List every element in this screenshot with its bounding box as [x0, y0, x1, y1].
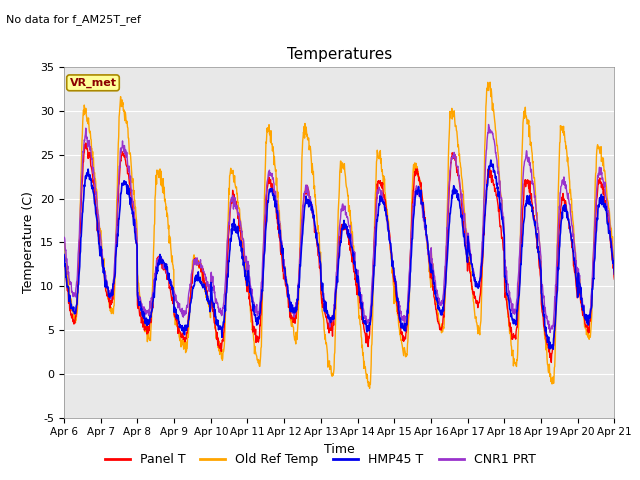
X-axis label: Time: Time	[324, 443, 355, 456]
Text: VR_met: VR_met	[70, 78, 116, 88]
Legend: Panel T, Old Ref Temp, HMP45 T, CNR1 PRT: Panel T, Old Ref Temp, HMP45 T, CNR1 PRT	[99, 448, 541, 471]
Y-axis label: Temperature (C): Temperature (C)	[22, 192, 35, 293]
Title: Temperatures: Temperatures	[287, 47, 392, 62]
Text: No data for f_AM25T_ref: No data for f_AM25T_ref	[6, 14, 141, 25]
